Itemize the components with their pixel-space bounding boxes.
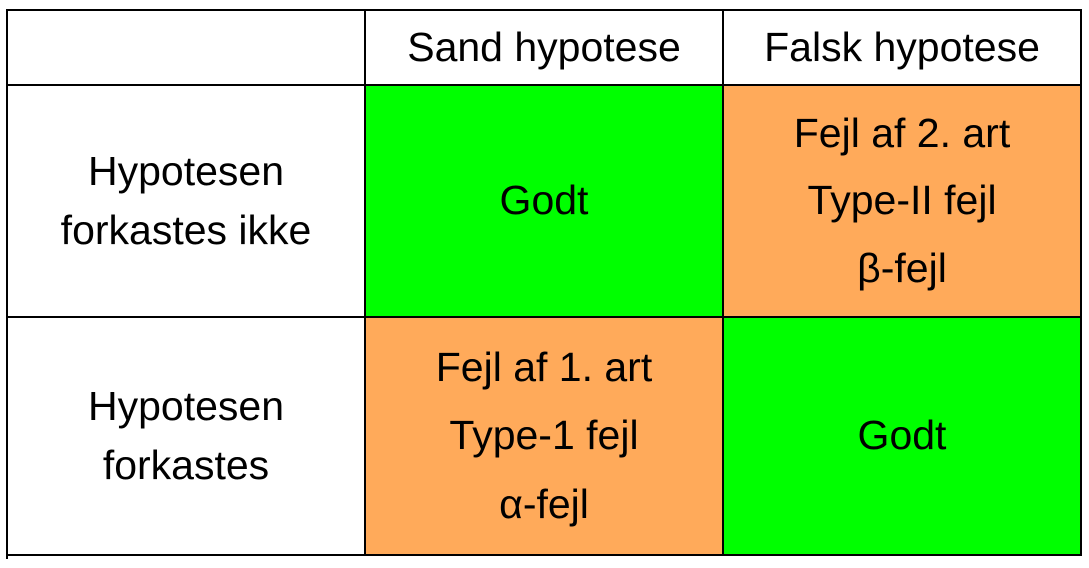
outcome-text: α-fejl [499,481,589,528]
outcome-text: Type-II fejl [807,177,997,224]
column-header-label: Falsk hypotese [764,23,1040,70]
decision-matrix: Sand hypotese Falsk hypotese Hypotesen f… [6,9,1082,559]
row-header-rejected: Hypotesen forkastes [8,318,366,556]
row-header-line: forkastes ikke [60,207,312,253]
outcome-text: Godt [857,412,947,459]
outcome-cell-type1-error: Fejl af 1. art Type-1 fejl α-fejl [366,318,724,556]
outcome-text: Fejl af 2. art [793,110,1011,157]
outcome-text: β-fejl [857,244,947,291]
outcome-text: Fejl af 1. art [435,343,653,390]
column-header-label: Sand hypotese [407,23,681,70]
row-header-line: forkastes [102,442,270,488]
column-header-false-hypothesis: Falsk hypotese [724,11,1082,86]
corner-cell [8,11,366,86]
row-header-line: Hypotesen [87,147,284,194]
row-header-not-rejected: Hypotesen forkastes ikke [8,86,366,318]
row-header-line: Hypotesen [87,382,284,429]
column-header-true-hypothesis: Sand hypotese [366,11,724,86]
outcome-cell-good: Godt [724,318,1082,556]
outcome-text: Type-1 fejl [449,412,639,459]
outcome-text: Godt [499,177,589,224]
outcome-cell-type2-error: Fejl af 2. art Type-II fejl β-fejl [724,86,1082,318]
outcome-cell-good: Godt [366,86,724,318]
